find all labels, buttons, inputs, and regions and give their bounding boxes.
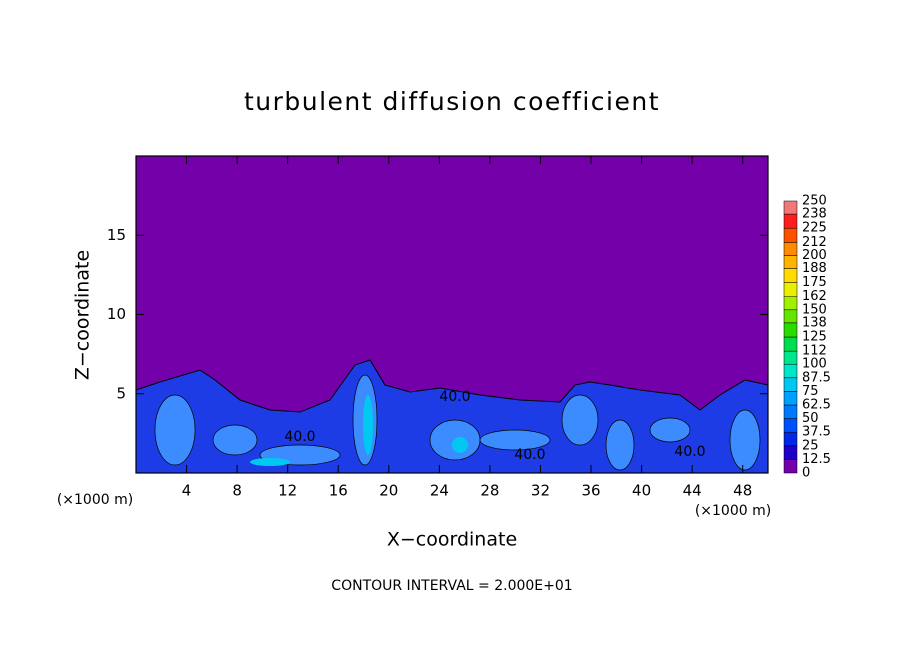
colorbar-swatch <box>783 418 798 433</box>
colorbar-label: 150 <box>802 302 827 317</box>
x-tick-label: 40 <box>632 482 651 500</box>
x-tick-label: 32 <box>531 482 550 500</box>
y-axis-label: Z−coordinate <box>72 250 94 380</box>
x-tick-label: 4 <box>182 482 192 500</box>
x-tick-label: 8 <box>232 482 242 500</box>
field <box>135 156 769 474</box>
colorbar-swatch <box>783 445 798 460</box>
colorbar-label: 87.5 <box>802 370 831 385</box>
colorbar-label: 138 <box>802 315 827 330</box>
colorbar-swatch <box>783 309 798 324</box>
chart-title: turbulent diffusion coefficient <box>244 87 660 116</box>
colorbar-swatch <box>783 431 798 447</box>
contour-label: 40.0 <box>439 389 470 405</box>
colorbar-swatch <box>783 213 798 229</box>
contour-label: 40.0 <box>284 429 315 445</box>
colorbar-swatch <box>783 227 798 243</box>
colorbar-label: 12.5 <box>802 452 831 467</box>
footer-note: CONTOUR INTERVAL = 2.000E+01 <box>331 578 572 594</box>
x-tick-label: 16 <box>329 482 348 500</box>
colorbar-swatch <box>783 255 798 269</box>
contour-label: 40.0 <box>674 444 705 460</box>
colorbar-label: 125 <box>802 330 827 345</box>
colorbar-label: 162 <box>802 289 827 304</box>
x-unit-right: (×1000 m) <box>695 503 771 519</box>
colorbar-label: 50 <box>802 411 819 426</box>
colorbar-label: 75 <box>802 384 819 399</box>
x-tick-label: 36 <box>581 482 600 500</box>
colorbar-label: 188 <box>802 261 827 276</box>
x-tick-label: 44 <box>683 482 702 500</box>
y-tick-label: 10 <box>107 305 126 323</box>
x-axis-label: X−coordinate <box>387 529 517 551</box>
x-tick-label: 24 <box>430 482 449 500</box>
colorbar-label: 37.5 <box>802 425 831 440</box>
colorbar-label: 0 <box>802 466 810 481</box>
colorbar-swatch <box>783 242 798 256</box>
colorbar-swatch <box>783 282 798 297</box>
colorbar-label: 62.5 <box>802 398 831 413</box>
colorbar-swatch <box>783 363 798 379</box>
colorbar-label: 212 <box>802 235 827 250</box>
x-tick-label: 12 <box>278 482 297 500</box>
colorbar-swatch <box>783 391 798 406</box>
colorbar-label: 200 <box>802 248 827 263</box>
colorbar-label: 238 <box>802 207 827 222</box>
colorbar-label: 100 <box>802 357 827 372</box>
colorbar-swatch <box>783 322 798 338</box>
colorbar-label: 112 <box>802 344 827 359</box>
colorbar-swatch <box>783 296 798 311</box>
x-tick-label: 20 <box>379 482 398 500</box>
colorbar-swatch <box>783 377 798 392</box>
y-tick-label: 15 <box>107 226 126 244</box>
contour-label: 40.0 <box>514 447 545 463</box>
x-unit-left: (×1000 m) <box>57 492 133 508</box>
colorbar-swatch <box>783 459 798 474</box>
colorbar-swatch <box>783 350 798 365</box>
colorbar-label: 225 <box>802 221 827 236</box>
x-tick-label: 28 <box>480 482 499 500</box>
colorbar-swatch <box>783 200 798 215</box>
colorbar-label: 25 <box>802 438 819 453</box>
colorbar-label: 175 <box>802 275 827 290</box>
colorbar-swatch <box>783 268 798 283</box>
colorbar-swatch <box>783 404 798 419</box>
colorbar-swatch <box>783 336 798 352</box>
y-tick-label: 5 <box>116 384 126 402</box>
field-peaks <box>250 395 468 466</box>
colorbar-label: 250 <box>802 194 827 209</box>
x-tick-label: 48 <box>733 482 752 500</box>
